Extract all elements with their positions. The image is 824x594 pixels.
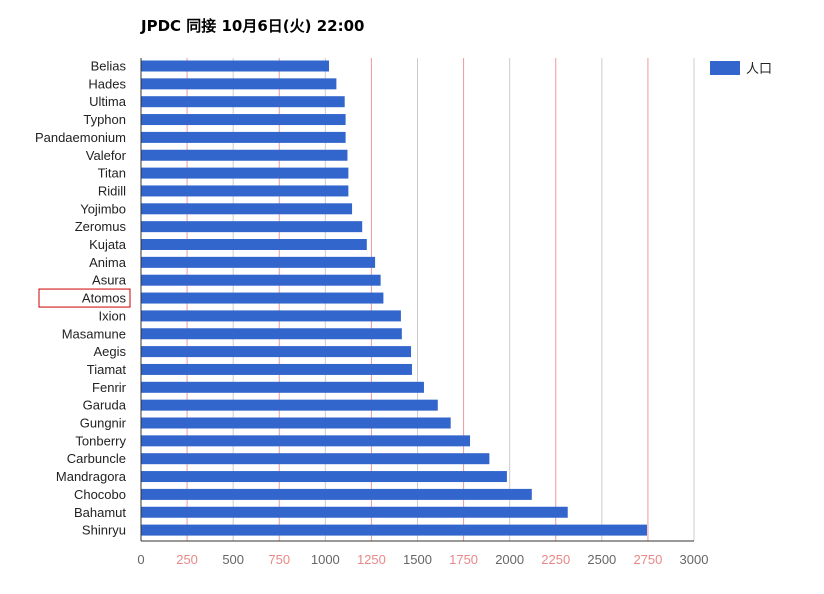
bar-fenrir [141, 381, 424, 393]
category-label-atomos: Atomos [82, 291, 127, 306]
category-label-kujata: Kujata [89, 237, 127, 252]
category-labels: Belias Hades Ultima Typhon Pandaemonium Valef… [35, 59, 131, 538]
bar-valefor [141, 149, 348, 161]
category-label-gungnir: Gungnir [80, 416, 127, 431]
bar-bahamut [141, 506, 568, 518]
category-label-mandragora: Mandragora [56, 469, 127, 484]
bar-aegis [141, 346, 412, 358]
bar-mandragora [141, 471, 507, 483]
category-label-chocobo: Chocobo [74, 487, 126, 502]
category-label-titan: Titan [98, 166, 126, 181]
category-label-anima: Anima [89, 255, 127, 270]
axes [140, 58, 694, 542]
category-label-ultima: Ultima [89, 94, 127, 109]
category-label-yojimbo: Yojimbo [80, 201, 126, 216]
bars [141, 60, 647, 536]
bar-carbuncle [141, 453, 490, 465]
category-label-zeromus: Zeromus [75, 219, 127, 234]
legend: 人口 [710, 58, 772, 77]
category-label-typhon: Typhon [83, 112, 126, 127]
category-label-tonberry: Tonberry [75, 433, 126, 448]
bar-gungnir [141, 417, 451, 429]
x-tick-label-1000: 1000 [311, 552, 340, 567]
x-tick-label-2250: 2250 [541, 552, 570, 567]
x-tick-label-2000: 2000 [495, 552, 524, 567]
category-label-tiamat: Tiamat [87, 362, 127, 377]
bar-anima [141, 256, 376, 268]
bar-tonberry [141, 435, 471, 447]
x-tick-label-1750: 1750 [449, 552, 478, 567]
category-label-hades: Hades [88, 76, 126, 91]
legend-swatch [710, 60, 740, 75]
x-tick-label-0: 0 [137, 552, 144, 567]
category-label-asura: Asura [92, 273, 127, 288]
category-label-belias: Belias [91, 59, 127, 74]
category-label-ixion: Ixion [99, 308, 126, 323]
chart-title: JPDC 同接 10月6日(火) 22:00 [141, 17, 365, 35]
x-tick-label-1250: 1250 [357, 552, 386, 567]
x-tick-label-2750: 2750 [633, 552, 662, 567]
legend-label: 人口 [746, 62, 773, 77]
category-label-pandaemonium: Pandaemonium [35, 130, 126, 145]
bar-chocobo [141, 488, 532, 500]
category-label-shinryu: Shinryu [82, 523, 126, 538]
category-label-bahamut: Bahamut [74, 505, 126, 520]
bar-ixion [141, 310, 401, 322]
category-label-masamune: Masamune [62, 326, 126, 341]
category-label-garuda: Garuda [83, 398, 127, 413]
bar-pandaemonium [141, 131, 346, 143]
bar-yojimbo [141, 203, 353, 215]
x-tick-label-500: 500 [222, 552, 244, 567]
x-tick-label-750: 750 [268, 552, 290, 567]
highlight-box [38, 288, 131, 308]
bar-atomos [141, 292, 384, 304]
category-label-carbuncle: Carbuncle [67, 451, 126, 466]
bar-ultima [141, 96, 345, 108]
x-tick-label-1500: 1500 [403, 552, 432, 567]
bar-belias [141, 60, 330, 72]
x-tick-label-250: 250 [176, 552, 198, 567]
x-tick-label-3000: 3000 [680, 552, 709, 567]
bar-asura [141, 274, 381, 286]
x-tick-labels: 0 250 500 750 1000 1250 1500 1750 2000 2250 2500 27… [137, 552, 708, 567]
bar-zeromus [141, 221, 363, 233]
bar-typhon [141, 114, 346, 126]
bar-shinryu [141, 524, 647, 536]
bar-masamune [141, 328, 402, 340]
bar-ridill [141, 185, 349, 197]
category-label-fenrir: Fenrir [92, 380, 127, 395]
bar-kujata [141, 239, 367, 250]
category-label-ridill: Ridill [98, 183, 126, 198]
category-label-aegis: Aegis [93, 344, 126, 359]
bar-hades [141, 78, 337, 90]
x-tick-label-2500: 2500 [587, 552, 616, 567]
bar-tiamat [141, 363, 412, 375]
bar-titan [141, 167, 349, 179]
category-label-valefor: Valefor [86, 148, 127, 163]
bar-garuda [141, 399, 438, 411]
